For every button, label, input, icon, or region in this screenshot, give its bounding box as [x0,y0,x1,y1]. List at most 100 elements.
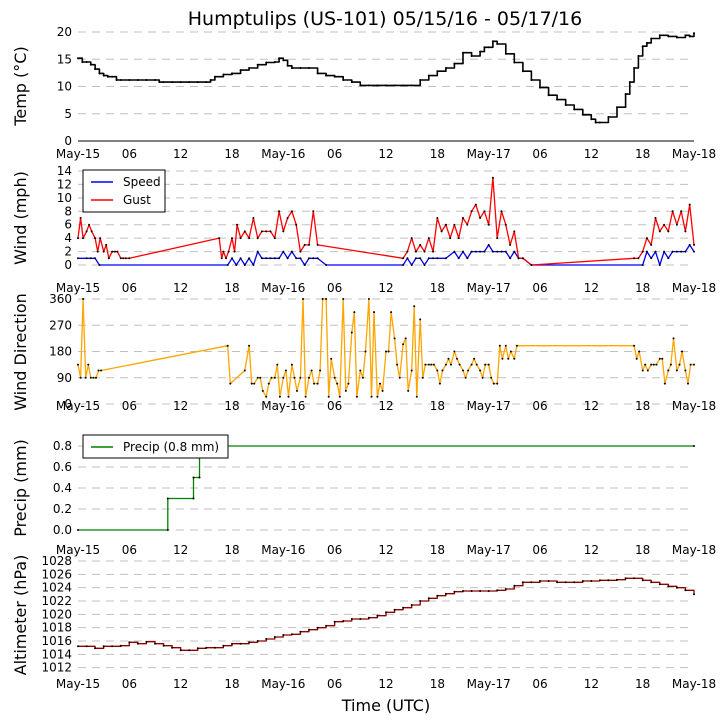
data-point [635,357,638,360]
data-point [654,250,657,253]
data-point [84,376,87,379]
data-point [379,382,381,385]
data-point [444,257,447,260]
data-point [304,395,307,398]
y-axis-label: Temp (°C) [11,46,30,126]
data-point [693,32,695,35]
data-point [693,250,695,253]
y-tick-label: 1022 [41,594,72,608]
data-point [270,376,273,379]
data-point [396,363,399,366]
x-tick-label: May-17 [467,399,511,413]
legend: Speed Gust [82,169,166,213]
data-point [325,298,328,300]
data-point [633,577,636,580]
data-point [77,237,79,240]
data-point [231,257,233,260]
data-point [453,62,456,65]
data-point [398,376,401,379]
data-point [308,376,310,379]
panel-temp: 0 5 10 15 20 May-15 06 12 18 May-16 06 12 18 May-17 06… [11,25,716,161]
data-point [424,363,427,366]
data-point [414,257,417,260]
y-tick-label: 5 [64,107,72,121]
data-point [556,581,559,584]
y-tick-label: 20 [57,25,72,39]
data-point [77,645,79,648]
data-point [509,243,512,246]
data-point [667,585,670,588]
data-point [441,369,444,372]
data-point [273,237,276,240]
data-point [333,620,336,623]
data-point [287,395,290,398]
data-point [325,264,328,266]
data-point [102,250,105,253]
data-point [687,382,689,385]
x-tick-label: May-17 [467,281,511,295]
chart-title: Humptulips (US-101) 05/15/16 - 05/17/16 [188,8,583,30]
data-point [333,376,336,379]
data-point [521,581,524,584]
data-point [681,350,683,353]
data-point [675,223,678,226]
x-tick-label: May-16 [261,399,305,413]
x-tick-label: 12 [378,677,393,691]
x-tick-label: May-16 [261,147,305,161]
data-point [470,363,473,366]
data-point [633,257,636,260]
x-tick-label: 06 [327,281,342,295]
x-tick-label: 06 [122,543,137,557]
data-point [359,369,362,372]
data-point [421,376,424,379]
data-point [407,389,410,392]
data-point [539,86,541,89]
x-tick-label: 06 [327,677,342,691]
data-point [680,210,683,213]
data-point [231,237,233,240]
data-point [154,79,156,81]
data-point [387,350,390,353]
y-tick-label: 0 [64,258,72,272]
data-point [504,223,507,226]
data-point [470,250,473,253]
data-point [225,257,227,260]
data-point [473,357,476,360]
data-point [663,250,666,253]
x-tick-label: 06 [532,677,547,691]
data-point [500,210,503,213]
data-point [462,51,464,54]
y-tick-label: 1016 [41,634,72,648]
y-axis-label: Precip (mm) [11,439,30,537]
y-tick-label: 0.8 [53,439,72,453]
data-point [89,257,92,260]
data-point [370,395,373,398]
data-point [641,250,644,253]
data-point [415,395,418,398]
data-point [286,64,289,67]
data-point [259,376,262,379]
data-point [248,67,251,69]
data-point [124,257,127,260]
data-point [293,376,296,379]
data-point [402,264,405,266]
x-tick-label: 12 [378,399,393,413]
data-point [513,357,516,360]
data-point [353,311,356,314]
data-point [479,250,482,253]
data-point [447,357,450,360]
y-tick-label: 10 [57,80,72,94]
legend-label: Precip (0.8 mm) [123,440,219,454]
data-point [111,75,114,78]
data-point [624,93,627,96]
data-point [243,369,246,372]
data-point [333,75,336,78]
data-point [650,243,653,246]
data-point [496,589,499,592]
x-tick-label: 12 [584,399,599,413]
data-point [342,298,345,300]
data-point [444,223,447,226]
data-point [213,646,216,649]
data-point [672,337,675,340]
data-point [273,636,276,638]
